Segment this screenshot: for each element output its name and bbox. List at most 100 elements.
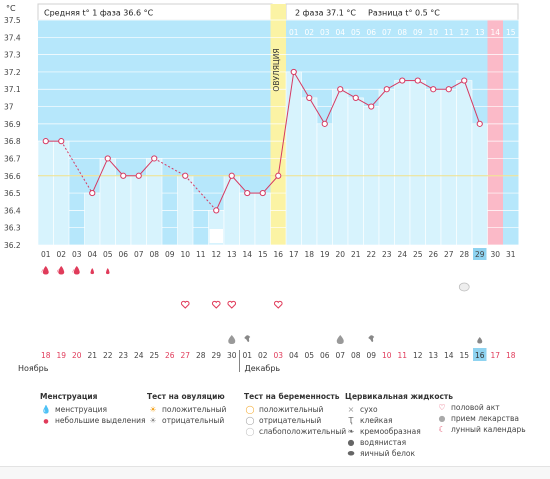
temperature-line-segment — [138, 158, 155, 177]
temperature-bar — [394, 80, 411, 246]
footer-bar — [0, 466, 550, 479]
heart-icon[interactable] — [180, 300, 190, 309]
y-tick-label: 36.5 — [4, 189, 21, 198]
legend-item: ◯ положительный — [245, 405, 324, 414]
temperature-point[interactable] — [368, 103, 375, 110]
egg-white-icon[interactable] — [336, 335, 344, 344]
temperature-point[interactable] — [321, 120, 328, 127]
temperature-point[interactable] — [135, 172, 142, 179]
temperature-line-segment — [463, 80, 481, 125]
temperature-point[interactable] — [290, 68, 297, 76]
legend-menstruation-title: Менструация — [40, 392, 98, 401]
creamy-icon[interactable] — [368, 335, 375, 342]
calendar-date: 27 — [180, 351, 190, 360]
calendar-date: 07 — [335, 351, 345, 360]
phase2-day-label: 10 — [428, 28, 438, 37]
creamy-icon[interactable] — [244, 335, 251, 342]
egg-white-small-icon[interactable] — [477, 337, 483, 344]
x-tick-label: 30 — [490, 250, 500, 259]
temperature-point[interactable] — [104, 155, 111, 162]
calendar-date: 18 — [41, 351, 51, 360]
temperature-point[interactable] — [476, 120, 483, 127]
heart-icon[interactable] — [227, 300, 237, 309]
temperature-bar — [177, 175, 194, 246]
menstruation-drop-icon[interactable] — [105, 268, 110, 275]
temperature-point[interactable] — [352, 94, 359, 101]
temperature-point[interactable] — [275, 172, 282, 179]
menstruation-drop-icon[interactable] — [41, 266, 49, 275]
temperature-point[interactable] — [151, 155, 158, 162]
temperature-point[interactable] — [461, 77, 468, 84]
temperature-point[interactable] — [244, 189, 251, 197]
temperature-point[interactable] — [399, 77, 406, 84]
test-negative-icon: ◯ — [245, 416, 255, 425]
temperature-bar — [37, 140, 54, 246]
heart-icon: ♡ — [438, 403, 446, 412]
legend-menstruation: Менструация 💧 менструация ● небольшие выде… — [40, 392, 146, 426]
calendar-date: 16 — [475, 351, 485, 360]
temperature-point[interactable] — [306, 94, 313, 101]
heart-icon[interactable] — [211, 300, 221, 309]
egg-white-icon: ⬬ — [347, 449, 355, 458]
temperature-point[interactable] — [430, 86, 437, 93]
legend-item: × сухо — [345, 404, 453, 415]
temperature-line-segment — [107, 158, 124, 177]
calendar-date: 25 — [149, 351, 159, 360]
menstruation-drop-icon[interactable] — [90, 268, 95, 275]
heart-icon[interactable] — [273, 300, 283, 309]
calendar-date: 04 — [289, 351, 299, 360]
ovulation-column — [270, 4, 286, 245]
temperature-point[interactable] — [259, 189, 266, 197]
temperature-point[interactable] — [337, 86, 344, 93]
temperature-chart: °C Средняя t° 1 фаза 36.6 °C 2 фаза 37.1… — [4, 3, 519, 373]
phase2-day-label: 09 — [413, 28, 423, 37]
temperature-point[interactable] — [182, 172, 189, 179]
x-tick-label: 15 — [258, 250, 268, 259]
temperature-bar — [130, 175, 147, 246]
temperature-bar — [471, 123, 488, 246]
x-tick-label: 04 — [87, 250, 97, 259]
month-label: Ноябрь — [18, 364, 49, 373]
temperature-point[interactable] — [42, 138, 49, 145]
legend-item: ⬬ яичный белок — [345, 448, 453, 459]
x-tick-label: 31 — [506, 250, 516, 259]
phase2-day-label: 07 — [382, 28, 392, 37]
temperature-point[interactable] — [228, 172, 235, 179]
phase2-day-label: 06 — [366, 28, 376, 37]
pill-icon[interactable] — [458, 282, 470, 292]
calendar-date: 12 — [413, 351, 423, 360]
calendar-date: 22 — [103, 351, 113, 360]
temperature-bar — [440, 88, 457, 246]
x-tick-label: 06 — [118, 250, 128, 259]
phase2-day-label: 08 — [397, 28, 407, 37]
egg-white-icon[interactable] — [228, 335, 236, 344]
phase1-avg-label: Средняя t° 1 фаза 36.6 °C — [44, 9, 154, 18]
temperature-bar — [316, 123, 333, 246]
temperature-bar — [53, 140, 70, 246]
legend-pregnancy-title: Тест на беременность — [244, 392, 340, 401]
temperature-point[interactable] — [213, 207, 220, 214]
phase2-day-label: 12 — [459, 28, 469, 37]
x-tick-label: 18 — [304, 250, 314, 259]
calendar-date: 23 — [118, 351, 128, 360]
calendar-date: 11 — [397, 351, 407, 360]
y-unit-label: °C — [6, 4, 16, 13]
menstruation-drop-icon[interactable] — [56, 266, 65, 275]
legend-ovulation-title: Тест на овуляцию — [147, 392, 225, 401]
drop-shape — [41, 266, 49, 275]
x-tick-label: 16 — [273, 250, 283, 259]
temperature-point[interactable] — [445, 86, 452, 93]
temperature-point[interactable] — [383, 86, 390, 93]
temperature-point[interactable] — [58, 138, 65, 145]
calendar-date: 15 — [459, 351, 469, 360]
temperature-point[interactable] — [89, 189, 96, 197]
temperature-bar — [223, 175, 240, 246]
temperature-bar — [378, 88, 395, 246]
calendar-date: 10 — [382, 351, 392, 360]
menstruation-drop-icon[interactable] — [72, 266, 80, 275]
temperature-point[interactable] — [414, 77, 421, 84]
phase2-avg-label: 2 фаза 37.1 °C — [295, 9, 356, 18]
temperature-point[interactable] — [120, 172, 127, 179]
